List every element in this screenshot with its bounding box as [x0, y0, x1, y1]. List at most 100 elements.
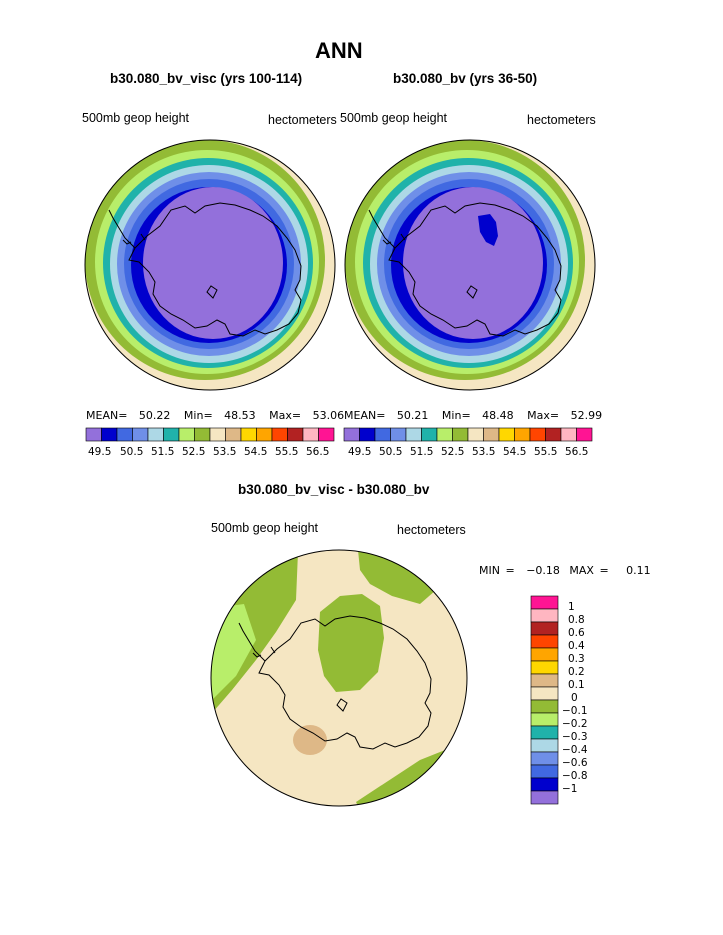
panel-2-cb-tick: 49.5 [348, 446, 372, 458]
diff-cb-tick: 0.1 [568, 679, 585, 691]
panel-1-max-label: Max= [269, 409, 302, 422]
panel-1-var-label: 500mb geop height [82, 111, 190, 125]
colorbar-swatch [163, 427, 180, 442]
colorbar-swatch [85, 427, 102, 442]
diff-cb-tick: 0 [571, 692, 578, 704]
colorbar-swatch [318, 427, 335, 442]
colorbar-swatch [530, 751, 559, 766]
diff-var-label: 500mb geop height [211, 521, 319, 535]
panel-1-map-border [84, 139, 336, 391]
panel-1-mean-label: MEAN= [86, 409, 128, 422]
panel-1-max-value: 53.06 [312, 409, 345, 422]
colorbar-swatch [302, 427, 319, 442]
panel-1-mean-value: 50.22 [138, 409, 171, 422]
diff-cb-tick: 0.3 [568, 653, 585, 665]
diff-stats: MIN = −0.18 MAX = 0.11 [479, 564, 651, 577]
diff-min-value: −0.18 [526, 564, 560, 577]
colorbar-swatch [116, 427, 133, 442]
panel-1-min-label: Min= [183, 409, 213, 422]
panel-1-cb-tick: 56.5 [306, 446, 330, 458]
colorbar-swatch [530, 634, 559, 649]
panel-1-cb-tick: 55.5 [275, 446, 299, 458]
colorbar-swatch [452, 427, 469, 442]
colorbar-swatch [530, 608, 559, 623]
colorbar-swatch [194, 427, 211, 442]
colorbar-swatch [514, 427, 531, 442]
colorbar-swatch [483, 427, 500, 442]
diff-cb-tick: 1 [568, 601, 575, 613]
panel-2-max-value: 52.99 [570, 409, 603, 422]
colorbar-swatch [545, 427, 562, 442]
colorbar-swatch [359, 427, 376, 442]
diff-max-label: MAX = [569, 564, 609, 577]
colorbar-swatch [530, 777, 559, 792]
colorbar-swatch [530, 738, 559, 753]
colorbar-swatch [405, 427, 422, 442]
diff-title: b30.080_bv_visc - b30.080_bv [238, 482, 430, 497]
panel-1-cb-tick: 52.5 [182, 446, 206, 458]
colorbar-swatch [147, 427, 164, 442]
panel-2-mean-label: MEAN= [344, 409, 386, 422]
panel-2-map [345, 140, 595, 390]
diff-cb-tick: −0.1 [562, 705, 588, 717]
colorbar-swatch [390, 427, 407, 442]
colorbar-swatch [132, 427, 149, 442]
colorbar-swatch [530, 699, 559, 714]
panel-1-units: hectometers [268, 113, 337, 127]
diff-cb-tick: −1 [562, 783, 578, 795]
colorbar-swatch [530, 660, 559, 675]
diff-units: hectometers [397, 523, 466, 537]
panel-2-min-label: Min= [441, 409, 471, 422]
diff-cb-tick: 0.6 [568, 627, 585, 639]
colorbar-swatch [530, 595, 559, 610]
panel-2-min-value: 48.48 [482, 409, 514, 422]
diff-cb-tick: −0.6 [562, 757, 588, 769]
colorbar-swatch [287, 427, 304, 442]
diff-cb-tick: −0.2 [562, 718, 588, 730]
colorbar-swatch [467, 427, 484, 442]
diff-cb-tick: −0.3 [562, 731, 588, 743]
panel-2-cb-tick: 55.5 [534, 446, 558, 458]
panel-2-mean-value: 50.21 [396, 409, 429, 422]
colorbar-swatch [240, 427, 257, 442]
panel-2-var-label: 500mb geop height [340, 111, 448, 125]
colorbar-swatch [560, 427, 577, 442]
panel-1-title: b30.080_bv_visc (yrs 100-114) [110, 71, 303, 86]
colorbar-swatch [256, 427, 273, 442]
panel-1-cb-tick: 50.5 [120, 446, 144, 458]
colorbar-swatch [343, 427, 360, 442]
colorbar-swatch [530, 647, 559, 662]
panel-2-cb-tick: 50.5 [379, 446, 403, 458]
diff-max-value: 0.11 [626, 564, 651, 577]
colorbar-swatch [374, 427, 391, 442]
colorbar-swatch [530, 790, 559, 805]
panel-2-title: b30.080_bv (yrs 36-50) [393, 71, 538, 86]
colorbar-swatch [529, 427, 546, 442]
panel-2-cb-tick: 54.5 [503, 446, 527, 458]
colorbar-swatch [225, 427, 242, 442]
panel-2-cb-tick: 52.5 [441, 446, 465, 458]
main-title: ANN [315, 38, 363, 63]
colorbar-swatch [101, 427, 118, 442]
diff-cb-tick: −0.8 [562, 770, 588, 782]
panel-2-stats: MEAN= 50.21 Min= 48.48 Max= 52.99 [344, 409, 602, 422]
colorbar-swatch [178, 427, 195, 442]
colorbar-swatch [209, 427, 226, 442]
colorbar-swatch [530, 621, 559, 636]
colorbar-swatch [271, 427, 288, 442]
panel-2-map-border [344, 139, 596, 391]
panel-2-units: hectometers [527, 113, 596, 127]
panel-2-colorbar [343, 427, 593, 442]
colorbar-swatch [576, 427, 593, 442]
panel-2-cb-tick: 51.5 [410, 446, 434, 458]
diff-cb-tick: −0.4 [562, 744, 588, 756]
colorbar-swatch [530, 712, 559, 727]
diff-map-border [210, 549, 468, 807]
colorbar-swatch [436, 427, 453, 442]
diff-cb-tick: 0.8 [568, 614, 585, 626]
diff-cb-tick: 0.4 [568, 640, 585, 652]
diff-colorbar [530, 595, 559, 805]
panel-1-min-value: 48.53 [224, 409, 256, 422]
panel-1-cb-tick: 51.5 [151, 446, 175, 458]
